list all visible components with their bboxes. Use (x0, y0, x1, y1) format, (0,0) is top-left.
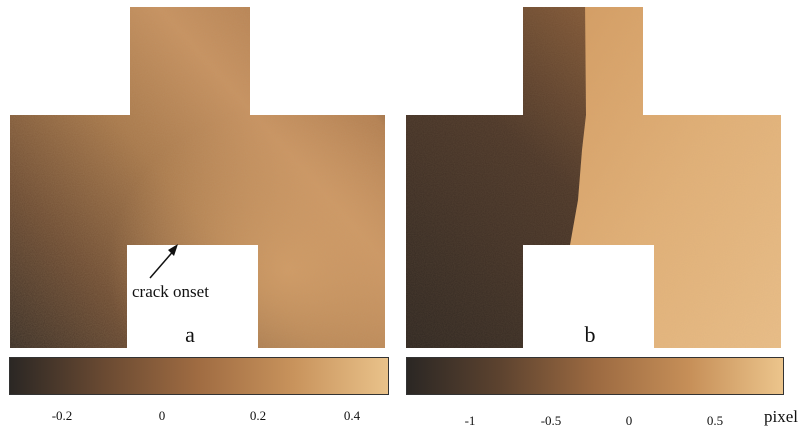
colorbar-b-tick: 0.5 (706, 413, 724, 428)
colorbar-b (406, 357, 784, 395)
colorbar-a-tick: 0 (158, 408, 166, 423)
colorbar-b-tick: -0.5 (540, 413, 562, 428)
colorbar-a-tick: 0.4 (343, 408, 361, 423)
colorbar-b-tick: 0 (625, 413, 633, 428)
crack-onset-label: crack onset (132, 282, 209, 301)
colorbar-a (9, 357, 389, 395)
panel-a: crack onset a -0.2 0 0.2 0.4 (0, 0, 400, 433)
colorbar-unit-label: pixel (764, 407, 798, 426)
panel-b: b -1 -0.5 0 0.5 pixel (400, 0, 811, 433)
panel-a-letter: a (185, 322, 195, 347)
colorbar-b-tick: -1 (464, 413, 476, 428)
crack-onset-arrow (149, 244, 178, 279)
colorbar-a-tick: 0.2 (249, 408, 267, 423)
colorbar-a-tick: -0.2 (51, 408, 73, 423)
panel-a-field-map (10, 7, 385, 348)
panel-b-letter: b (584, 322, 596, 347)
panel-b-field-map (406, 7, 781, 348)
